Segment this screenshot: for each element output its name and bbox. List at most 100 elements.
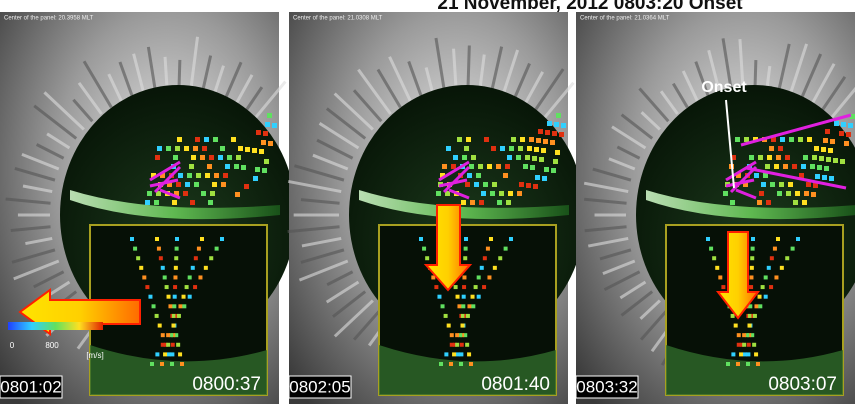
radar-dot xyxy=(830,139,835,144)
radar-dot xyxy=(804,191,809,196)
inset-beam-dot xyxy=(152,304,156,308)
radar-dot xyxy=(839,131,844,136)
inset-beam-dot xyxy=(462,285,466,289)
radar-dot xyxy=(476,173,481,178)
radar-dot xyxy=(792,164,797,169)
inset-beam-dot xyxy=(170,352,174,356)
radar-dot xyxy=(516,155,521,160)
inset-beam-dot xyxy=(770,256,774,260)
radar-dot xyxy=(807,137,812,142)
inset-beam-dot xyxy=(191,266,195,270)
inset-beam-dot xyxy=(461,304,465,308)
inset-beam-dot xyxy=(449,362,453,366)
radar-dot xyxy=(846,132,851,137)
radar-dot xyxy=(238,146,243,151)
radar-dot xyxy=(492,182,497,187)
radar-dot xyxy=(467,173,472,178)
inset-beam-dot xyxy=(173,275,177,279)
radar-dot xyxy=(811,192,816,197)
radar-dot xyxy=(201,191,206,196)
radar-dot xyxy=(508,191,513,196)
radar-dot xyxy=(256,130,261,135)
inset-beam-dot xyxy=(160,362,164,366)
inset-beam-dot xyxy=(459,352,463,356)
radar-dot xyxy=(157,146,162,151)
radar-dot xyxy=(191,155,196,160)
inset-beam-dot xyxy=(150,362,154,366)
inset-beam-dot xyxy=(748,314,752,318)
inset-beam-dot xyxy=(163,275,167,279)
radar-dot xyxy=(833,158,838,163)
inset-beam-dot xyxy=(753,314,757,318)
inset-beam-dot xyxy=(487,275,491,279)
inset-beam-dot xyxy=(731,314,735,318)
inset-beam-dot xyxy=(161,343,165,347)
radar-dot xyxy=(204,137,209,142)
inset-beam-dot xyxy=(444,314,448,318)
radar-dot xyxy=(821,147,826,152)
radar-dot xyxy=(173,155,178,160)
radar-dot xyxy=(461,200,466,205)
radar-dot xyxy=(479,200,484,205)
radar-dot xyxy=(177,137,182,142)
radar-dot xyxy=(519,182,524,187)
radar-dot xyxy=(551,168,556,173)
inset-beam-dot xyxy=(439,362,443,366)
inset-beam-dot xyxy=(178,304,182,308)
inset-beam-dot xyxy=(749,275,753,279)
radar-dot xyxy=(779,182,784,187)
radar-dot xyxy=(767,155,772,160)
inset-beam-dot xyxy=(444,352,448,356)
radar-dot xyxy=(213,137,218,142)
inset-beam-dot xyxy=(136,256,140,260)
radar-dot xyxy=(776,155,781,160)
inset-beam-dot xyxy=(459,362,463,366)
inset-beam-dot xyxy=(455,343,459,347)
radar-dot xyxy=(766,200,771,205)
inset-beam-dot xyxy=(198,275,202,279)
time-left: 0801:02 xyxy=(0,377,61,396)
inset-beam-dot xyxy=(486,247,490,251)
radar-dot xyxy=(505,164,510,169)
inset-beam-dot xyxy=(456,352,460,356)
radar-dot xyxy=(457,137,462,142)
inset-beam-dot xyxy=(749,285,753,289)
inset-beam-dot xyxy=(715,266,719,270)
radar-dot xyxy=(166,146,171,151)
inset-beam-dot xyxy=(751,247,755,251)
radar-dot xyxy=(825,129,830,134)
radar-dot xyxy=(223,173,228,178)
radar-dot xyxy=(193,146,198,151)
radar-dot xyxy=(550,140,555,145)
radar-dot xyxy=(552,131,557,136)
radar-dot xyxy=(487,164,492,169)
inset-beam-dot xyxy=(780,266,784,270)
inset-beam-dot xyxy=(450,343,454,347)
radar-dot xyxy=(268,141,273,146)
inset-beam-dot xyxy=(752,343,756,347)
inset-beam-dot xyxy=(751,237,755,241)
inset-beam-dot xyxy=(761,285,765,289)
inset-beam-dot xyxy=(462,275,466,279)
colorbar-label: 0 xyxy=(10,341,15,350)
radar-dot xyxy=(209,155,214,160)
inset-beam-dot xyxy=(419,237,423,241)
radar-dot xyxy=(451,164,456,169)
inset-beam-dot xyxy=(175,237,179,241)
radar-dot xyxy=(795,191,800,196)
inset-beam-dot xyxy=(158,324,162,328)
radar-dot xyxy=(844,141,849,146)
radar-dot xyxy=(187,173,192,178)
radar-dot xyxy=(466,137,471,142)
inset-beam-dot xyxy=(155,352,159,356)
inset-beam-dot xyxy=(452,352,456,356)
inset-beam-dot xyxy=(178,352,182,356)
radar-dot xyxy=(841,122,846,127)
inset-beam-dot xyxy=(736,362,740,366)
inset-beam-dot xyxy=(767,266,771,270)
inset-beam-dot xyxy=(467,304,471,308)
radar-dot xyxy=(555,150,560,155)
inset-beam-dot xyxy=(165,285,169,289)
radar-dot xyxy=(184,146,189,151)
inset-beam-dot xyxy=(175,247,179,251)
